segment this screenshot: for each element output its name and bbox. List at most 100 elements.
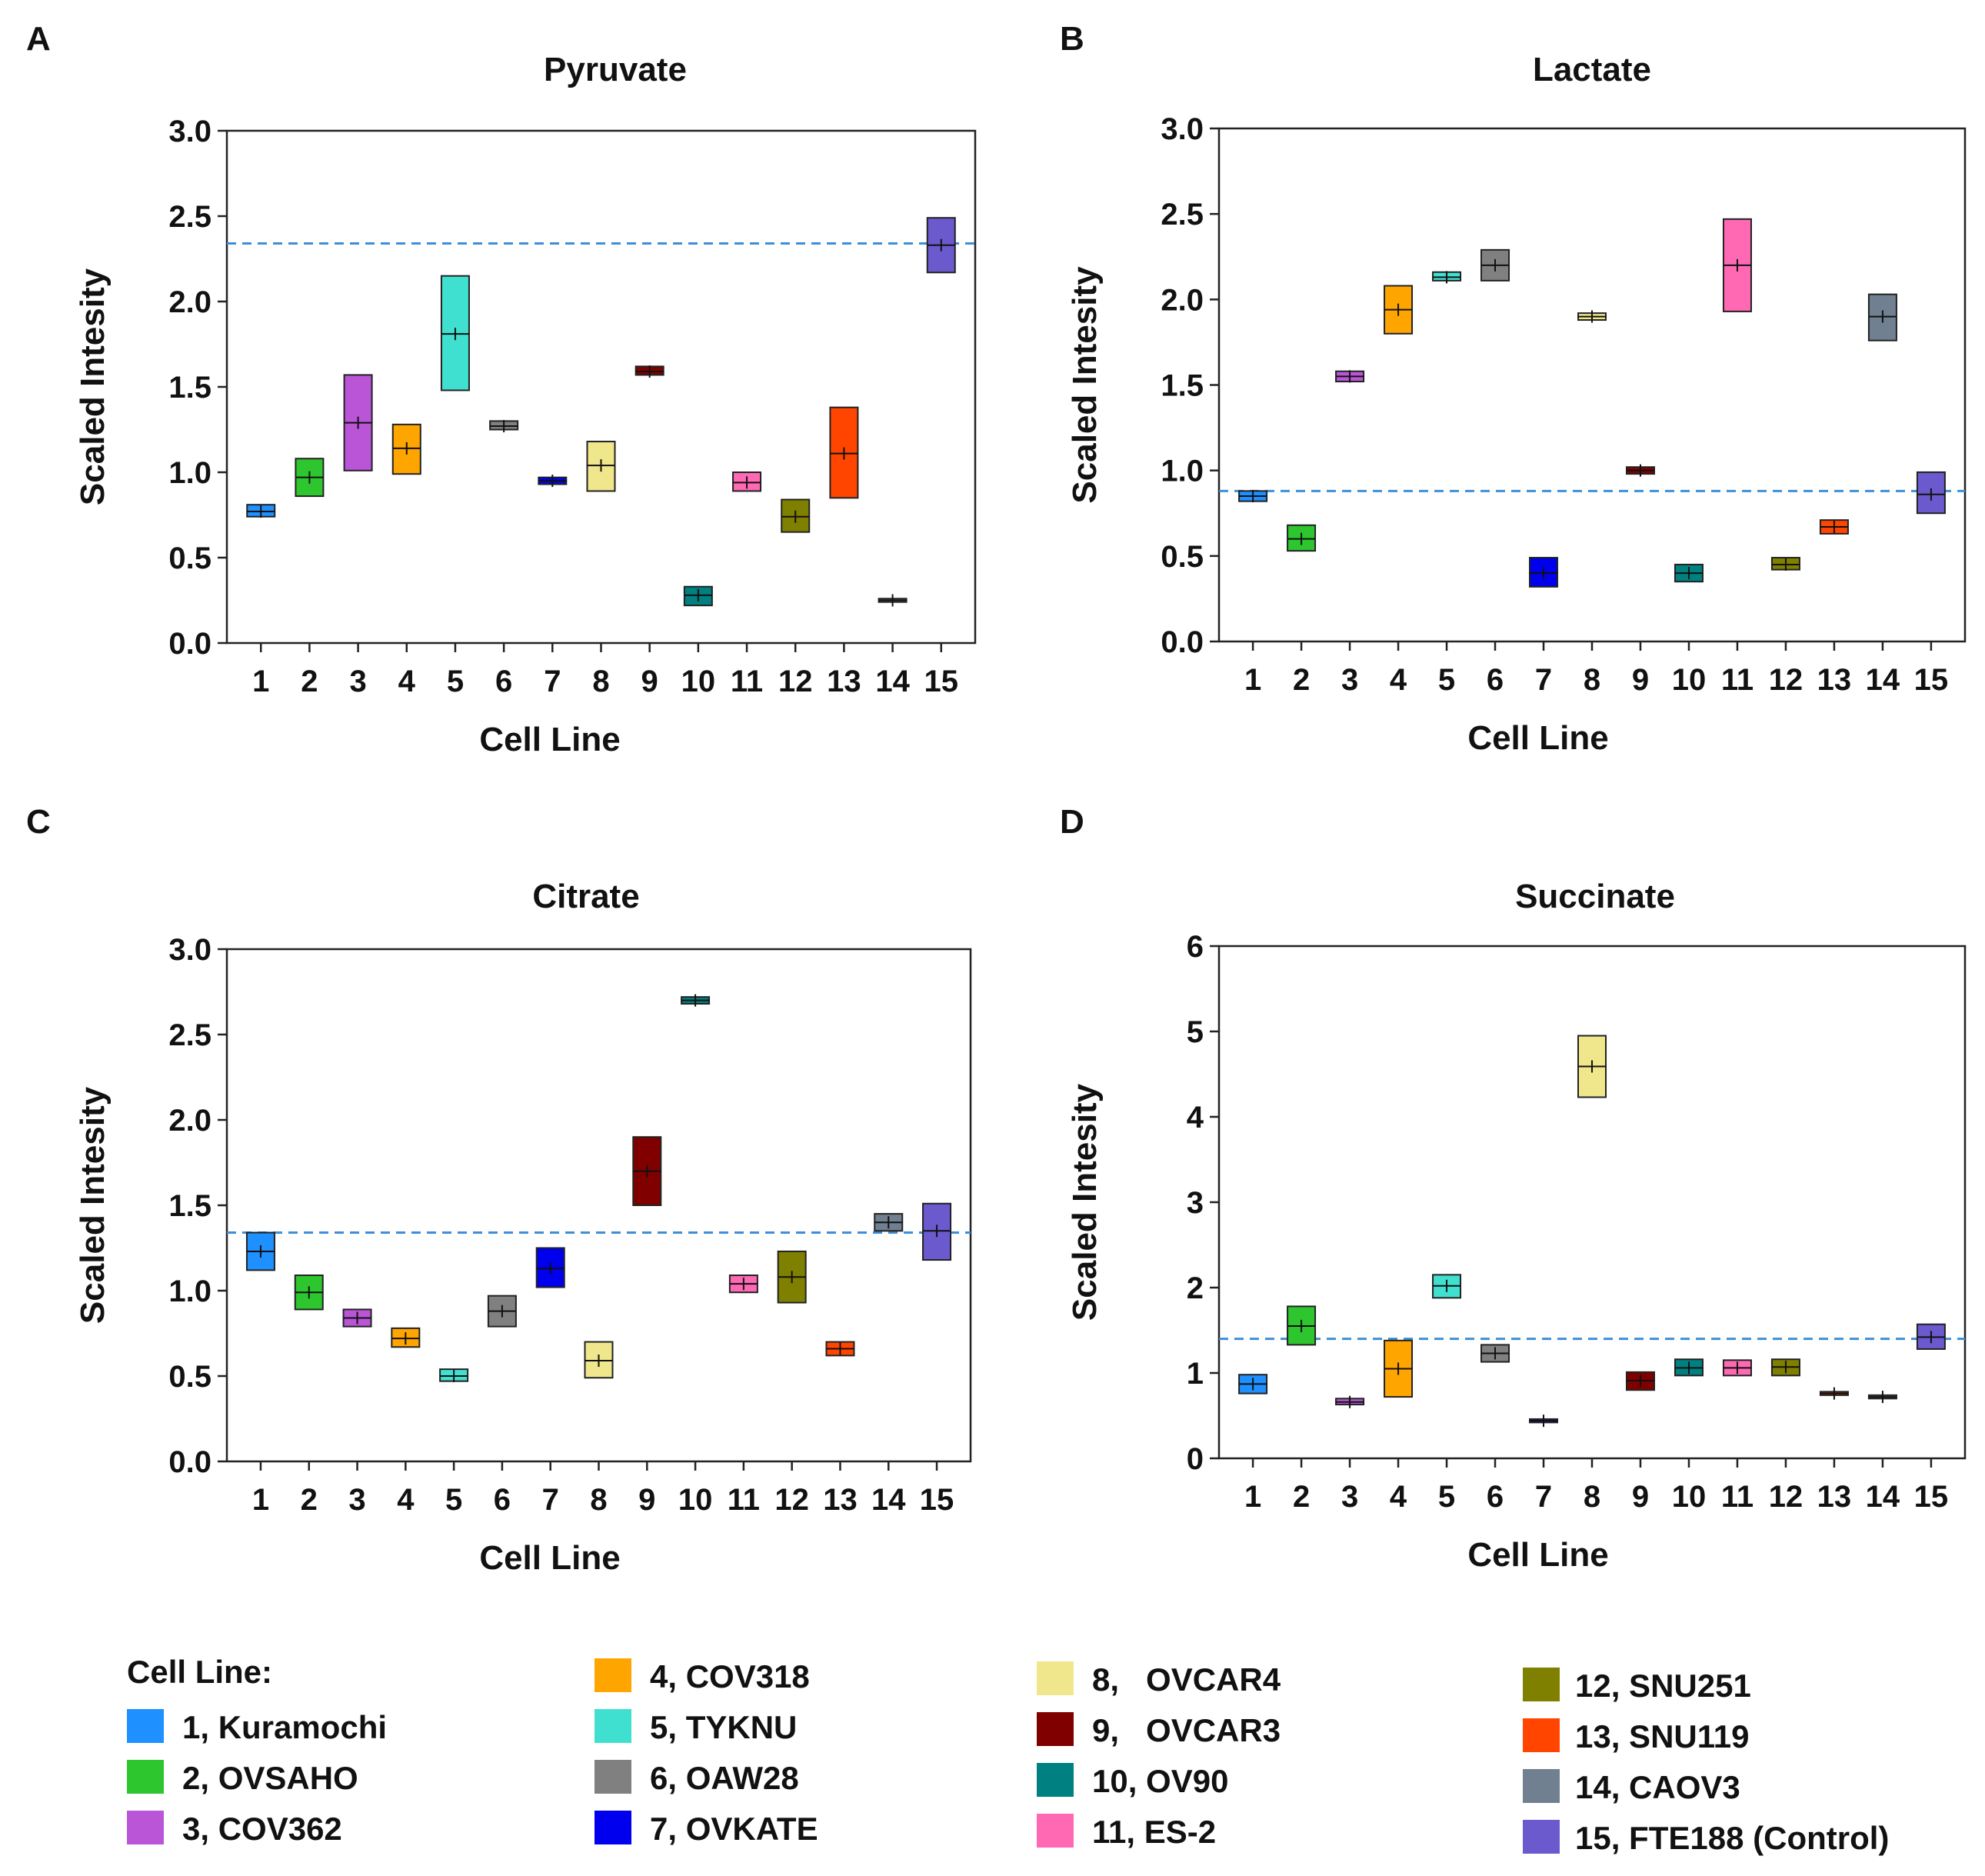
y-tick-label: 0.0 — [1161, 625, 1204, 659]
legend-swatch-2 — [127, 1760, 164, 1794]
y-tick-label: 0.5 — [1161, 540, 1204, 574]
legend: Cell Line: 1, Kuramochi 2, OVSAHO 3, COV… — [127, 1654, 1889, 1856]
x-tick-label: 9 — [641, 665, 658, 698]
x-tick-label: 15 — [924, 665, 959, 698]
x-tick-label: 4 — [1390, 1480, 1407, 1514]
x-tick-label: 13 — [823, 1483, 858, 1517]
x-tick-label: 3 — [348, 1483, 365, 1517]
x-tick-label: 10 — [681, 665, 716, 698]
y-tick-label: 0.5 — [168, 541, 211, 575]
x-tick-label: 7 — [1535, 1480, 1552, 1514]
plot-area — [1217, 127, 1967, 643]
x-tick-label: 13 — [1817, 663, 1852, 697]
legend-label-3: 3, COV362 — [182, 1811, 342, 1847]
panel-letter-c: C — [26, 803, 51, 841]
x-tick-label: 12 — [778, 665, 813, 698]
y-tick-label: 2.5 — [168, 200, 211, 234]
x-tick-label: 11 — [728, 1483, 760, 1517]
x-tick-label: 10 — [1672, 1480, 1707, 1514]
x-tick-label: 3 — [349, 665, 366, 698]
x-tick-label: 6 — [495, 665, 512, 698]
y-tick-label: 2.5 — [168, 1018, 211, 1052]
legend-label-6: 6, OAW28 — [650, 1760, 799, 1796]
plot-area — [225, 129, 977, 645]
legend-swatch-1 — [127, 1709, 164, 1743]
x-tick-label: 4 — [397, 1483, 415, 1517]
legend-swatch-6 — [595, 1760, 631, 1794]
y-tick-label: 0.0 — [168, 1445, 211, 1479]
legend-swatch-9 — [1037, 1712, 1074, 1746]
legend-label-9: 9, OVCAR3 — [1092, 1712, 1281, 1748]
x-tick-label: 3 — [1341, 1480, 1358, 1514]
x-tick-label: 12 — [1769, 663, 1803, 697]
y-tick-label: 6 — [1187, 930, 1204, 964]
x-tick-label: 2 — [1293, 1480, 1310, 1514]
legend-label-5: 5, TYKNU — [650, 1709, 797, 1745]
panel-letter-b: B — [1060, 20, 1084, 58]
x-axis-label: Cell Line — [479, 721, 620, 758]
x-tick-label: 14 — [1866, 1480, 1900, 1514]
legend-label-4: 4, COV318 — [650, 1658, 810, 1694]
x-tick-label: 11 — [1721, 663, 1754, 697]
legend-swatch-13 — [1523, 1718, 1560, 1752]
y-tick-label: 1.0 — [168, 1275, 211, 1308]
x-tick-label: 8 — [1584, 1480, 1600, 1514]
x-tick-label: 15 — [1914, 1480, 1949, 1514]
legend-swatch-14 — [1523, 1769, 1560, 1803]
x-tick-label: 6 — [1487, 1480, 1504, 1514]
y-tick-label: 1.5 — [168, 371, 211, 405]
legend-swatch-12 — [1523, 1668, 1560, 1701]
y-tick-label: 2.0 — [168, 285, 211, 319]
x-tick-label: 11 — [731, 665, 763, 698]
legend-swatch-4 — [595, 1658, 631, 1692]
x-axis-label: Cell Line — [1467, 719, 1608, 757]
x-tick-label: 14 — [1866, 663, 1900, 697]
x-tick-label: 12 — [774, 1483, 809, 1517]
x-tick-label: 7 — [544, 665, 561, 698]
y-tick-label: 0.0 — [168, 627, 211, 661]
legend-label-7: 7, OVKATE — [650, 1811, 818, 1847]
x-tick-label: 1 — [252, 1483, 269, 1517]
x-tick-label: 4 — [1390, 663, 1407, 697]
x-tick-label: 5 — [447, 665, 464, 698]
x-tick-label: 14 — [875, 665, 910, 698]
x-tick-label: 13 — [1817, 1480, 1852, 1514]
x-tick-label: 1 — [1244, 1480, 1261, 1514]
x-tick-label: 8 — [590, 1483, 607, 1517]
y-tick-label: 3.0 — [168, 933, 211, 967]
x-tick-label: 5 — [1438, 1480, 1455, 1514]
x-tick-label: 12 — [1769, 1480, 1803, 1514]
y-tick-label: 2 — [1187, 1271, 1204, 1305]
legend-swatch-8 — [1037, 1661, 1074, 1695]
x-tick-label: 6 — [1487, 663, 1504, 697]
y-axis-label: Scaled Intesity — [74, 268, 112, 505]
box-cell-line-8 — [586, 441, 616, 492]
x-tick-label: 14 — [871, 1483, 906, 1517]
x-tick-label: 1 — [252, 665, 269, 698]
x-tick-label: 11 — [1721, 1480, 1754, 1514]
x-tick-label: 9 — [1632, 663, 1649, 697]
x-tick-label: 7 — [542, 1483, 559, 1517]
legend-swatch-5 — [595, 1709, 631, 1743]
chart-title: Succinate — [1515, 878, 1675, 915]
legend-label-8: 8, OVCAR4 — [1092, 1661, 1281, 1698]
y-tick-label: 5 — [1187, 1015, 1204, 1049]
x-tick-label: 6 — [494, 1483, 511, 1517]
y-tick-label: 3.0 — [168, 115, 211, 148]
box-cell-line-2 — [1287, 524, 1317, 552]
x-tick-label: 8 — [1584, 663, 1600, 697]
x-tick-label: 5 — [445, 1483, 462, 1517]
x-tick-label: 8 — [592, 665, 609, 698]
legend-label-14: 14, CAOV3 — [1575, 1769, 1740, 1805]
x-tick-label: 13 — [827, 665, 861, 698]
x-tick-label: 9 — [1632, 1480, 1649, 1514]
legend-label-15: 15, FTE188 (Control) — [1575, 1820, 1889, 1856]
y-axis-label: Scaled Intesity — [1066, 266, 1104, 504]
y-tick-label: 3 — [1187, 1186, 1204, 1220]
x-tick-label: 2 — [301, 665, 318, 698]
y-tick-label: 1.0 — [1161, 455, 1204, 488]
legend-label-11: 11, ES-2 — [1092, 1814, 1216, 1850]
x-tick-label: 10 — [1672, 663, 1707, 697]
